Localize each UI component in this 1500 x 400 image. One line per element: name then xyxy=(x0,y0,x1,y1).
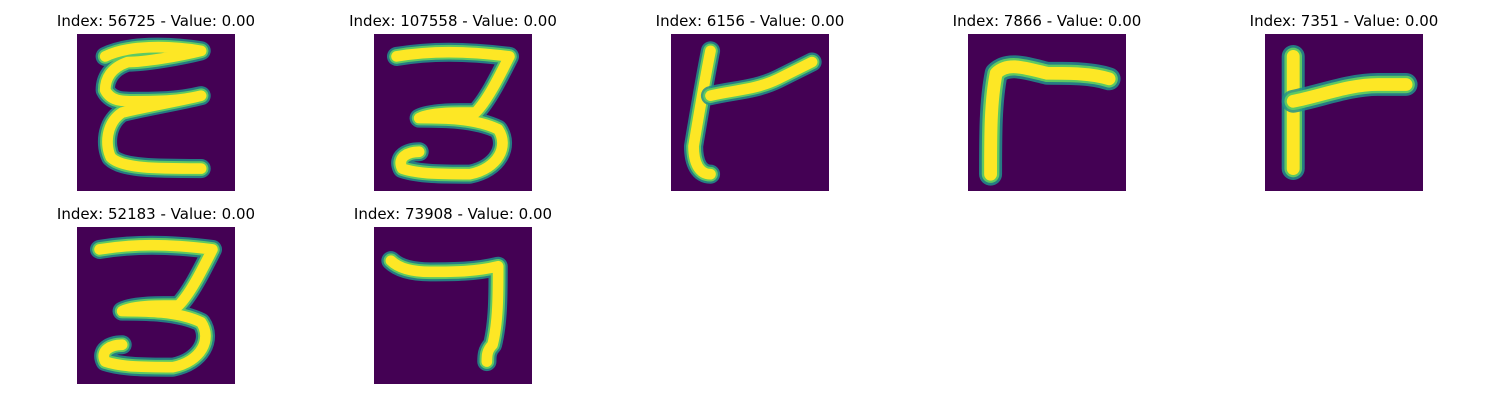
digit-image xyxy=(671,34,829,191)
panel-title: Index: 6156 - Value: 0.00 xyxy=(655,12,845,30)
panel-title: Index: 7351 - Value: 0.00 xyxy=(1249,12,1439,30)
digit-image xyxy=(968,34,1126,191)
panel-title: Index: 73908 - Value: 0.00 xyxy=(353,205,553,223)
stroke-core xyxy=(99,41,207,174)
image-panel: Index: 52183 - Value: 0.00 xyxy=(26,205,286,385)
image-panel: Index: 7351 - Value: 0.00 xyxy=(1214,12,1474,192)
digit-image xyxy=(374,34,532,191)
digit-image xyxy=(77,34,235,191)
image-panel: Index: 7866 - Value: 0.00 xyxy=(917,12,1177,192)
stroke-core xyxy=(1286,78,1413,108)
stroke-core xyxy=(94,239,218,373)
digit-image xyxy=(374,227,532,384)
image-panel: Index: 56725 - Value: 0.00 xyxy=(26,12,286,192)
stroke-core xyxy=(984,60,1116,181)
image-panel: Index: 6156 - Value: 0.00 xyxy=(620,12,880,192)
panel-title: Index: 52183 - Value: 0.00 xyxy=(56,205,256,223)
digit-image xyxy=(1265,34,1423,191)
image-panel: Index: 73908 - Value: 0.00 xyxy=(323,205,583,385)
stroke-core xyxy=(688,45,716,180)
stroke-core xyxy=(705,56,818,102)
panel-title: Index: 7866 - Value: 0.00 xyxy=(952,12,1142,30)
digit-image xyxy=(77,227,235,384)
image-panel: Index: 107558 - Value: 0.00 xyxy=(323,12,583,192)
stroke-core xyxy=(391,46,515,180)
panel-title: Index: 107558 - Value: 0.00 xyxy=(349,12,557,30)
panel-title: Index: 56725 - Value: 0.00 xyxy=(56,12,256,30)
stroke-core xyxy=(385,255,504,367)
image-background xyxy=(374,227,532,384)
